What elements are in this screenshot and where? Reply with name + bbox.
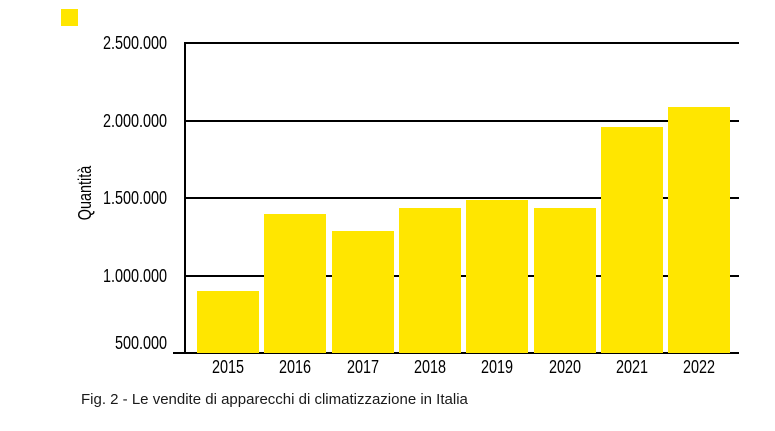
bar-2021 [600,126,663,354]
y-tick-label-2000000: 2.000.000 [102,110,167,131]
bar-2017 [331,230,394,354]
gridline-2500000 [184,42,739,44]
gridline-500000 [173,352,739,355]
x-tick-label-2019: 2019 [481,357,514,377]
x-tick-label-2022: 2022 [683,357,716,377]
series-color-swatch [61,9,78,26]
gridline-2000000 [184,119,739,122]
y-tick-label-1500000: 1.500.000 [102,188,167,209]
x-tick-label-2015: 2015 [211,357,245,377]
y-tick-label-2500000: 2.500.000 [102,33,167,53]
figure-caption: Fig. 2 - Le vendite di apparecchi di cli… [81,391,468,408]
gridline-1500000 [184,197,739,200]
bar-2019 [466,199,529,354]
x-tick-label-2017: 2017 [346,357,379,377]
x-tick-label-2021: 2021 [615,357,648,377]
x-tick-label-2018: 2018 [413,357,446,377]
bar-2020 [533,207,596,354]
y-tick-label-500000: 500.000 [114,333,167,354]
bar-2022 [668,106,731,354]
y-axis-line [184,42,186,355]
bar-2016 [264,213,327,354]
bar-2015 [197,291,259,354]
x-tick-label-2020: 2020 [548,357,581,377]
bar-2018 [398,207,461,354]
y-tick-label-1000000: 1.000.000 [102,265,167,286]
gridline-1000000 [184,274,739,277]
x-tick-label-2016: 2016 [279,357,312,377]
